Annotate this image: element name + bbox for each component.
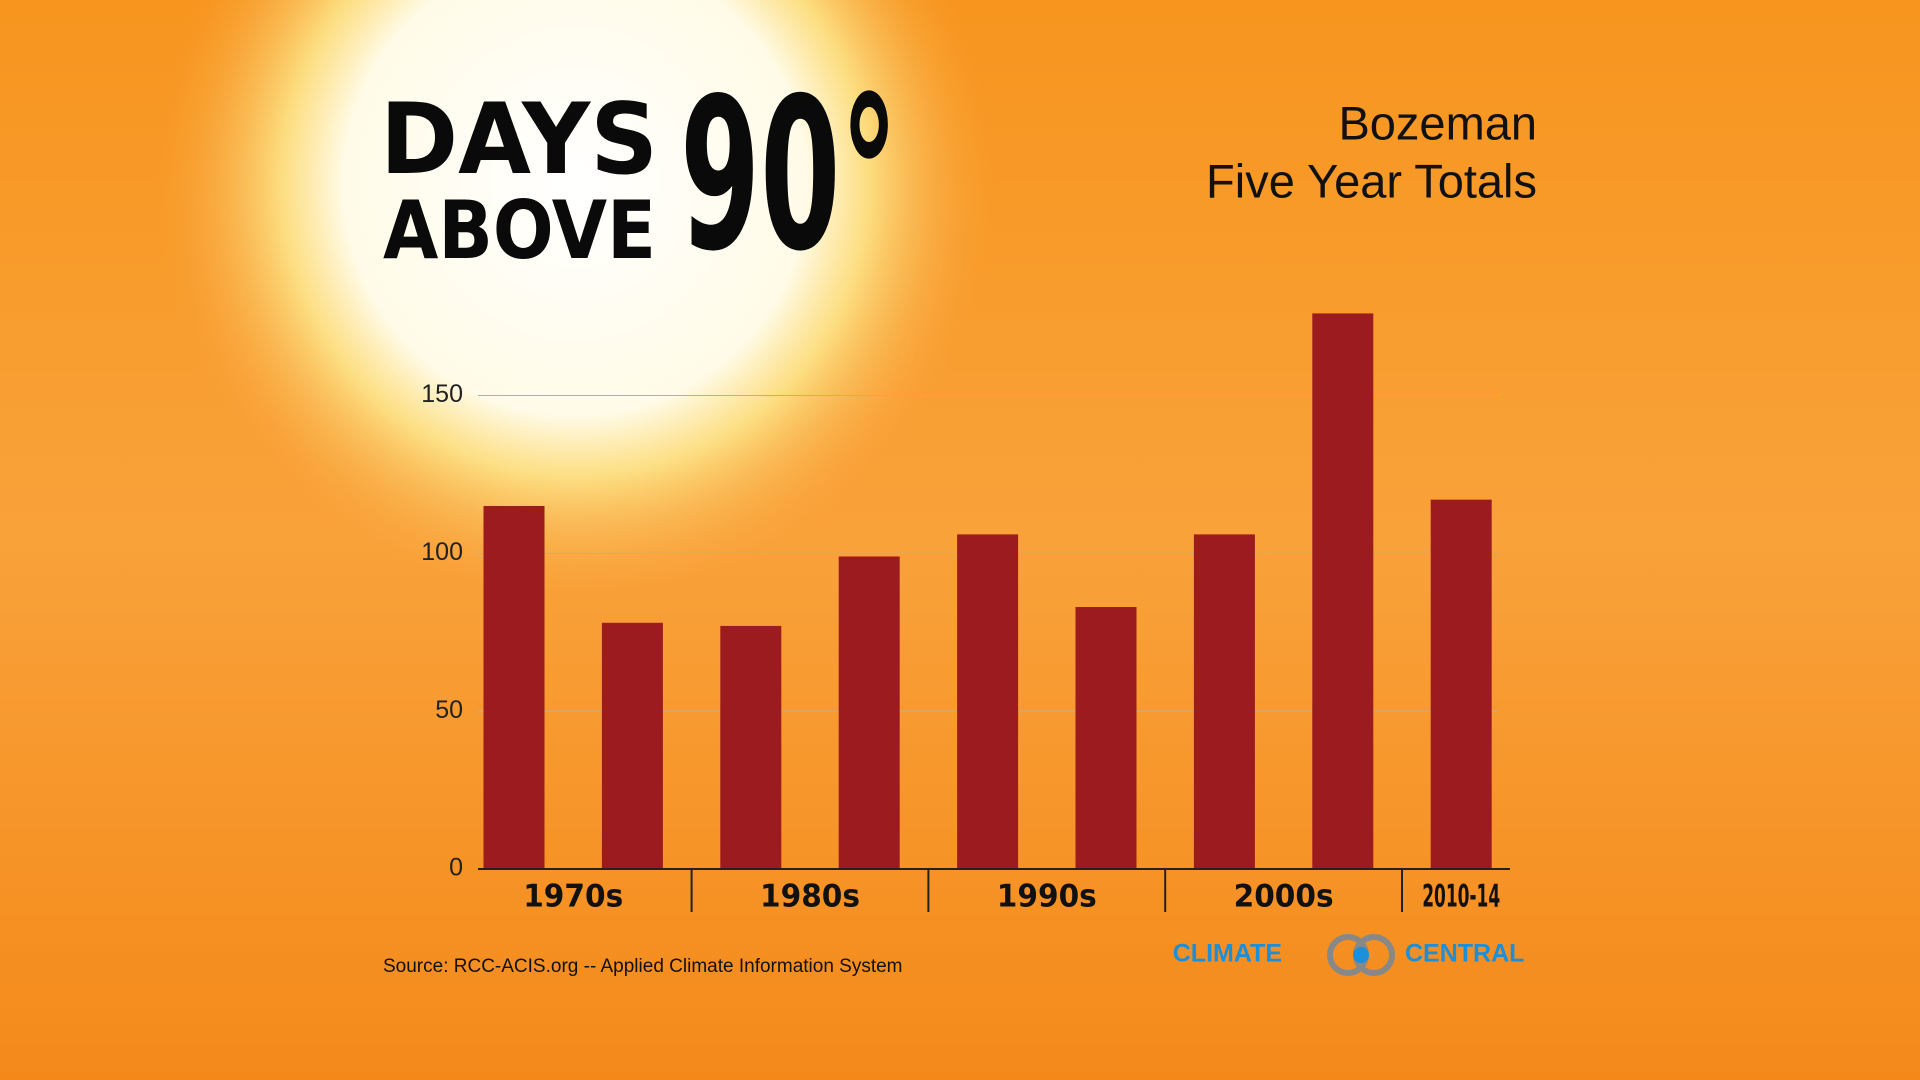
bar [1312,313,1374,870]
logo-text: CLIMATE [1173,940,1282,968]
title-line: ABOVE [383,184,656,277]
subtitle: Bozeman [1338,96,1537,149]
x-tick-label: 1990s [997,879,1097,915]
x-tick-label: 1970s [523,879,623,915]
x-tick-label: 2000s [1234,879,1334,915]
subtitle: Five Year Totals [1206,154,1537,207]
y-tick-label: 150 [421,380,463,408]
bar [1193,534,1255,869]
logo-mark [1327,934,1395,976]
sun [155,0,995,604]
logo-text: CENTRAL [1405,940,1524,968]
bar [957,534,1019,869]
bar [720,625,782,869]
title-line: DAYS [380,83,658,197]
bar [601,622,663,869]
title-number: 90° [680,53,898,298]
x-tick-label: 2010-14 [1422,879,1500,915]
bar [1075,606,1137,869]
y-tick-label: 50 [435,696,463,724]
x-tick-label: 1980s [760,879,860,915]
y-tick-label: 100 [421,538,463,566]
bar [483,505,545,869]
bar [1430,499,1492,869]
y-tick-label: 0 [449,854,463,882]
source: Source: RCC-ACIS.org -- Applied Climate … [383,956,903,977]
bar [838,556,900,869]
